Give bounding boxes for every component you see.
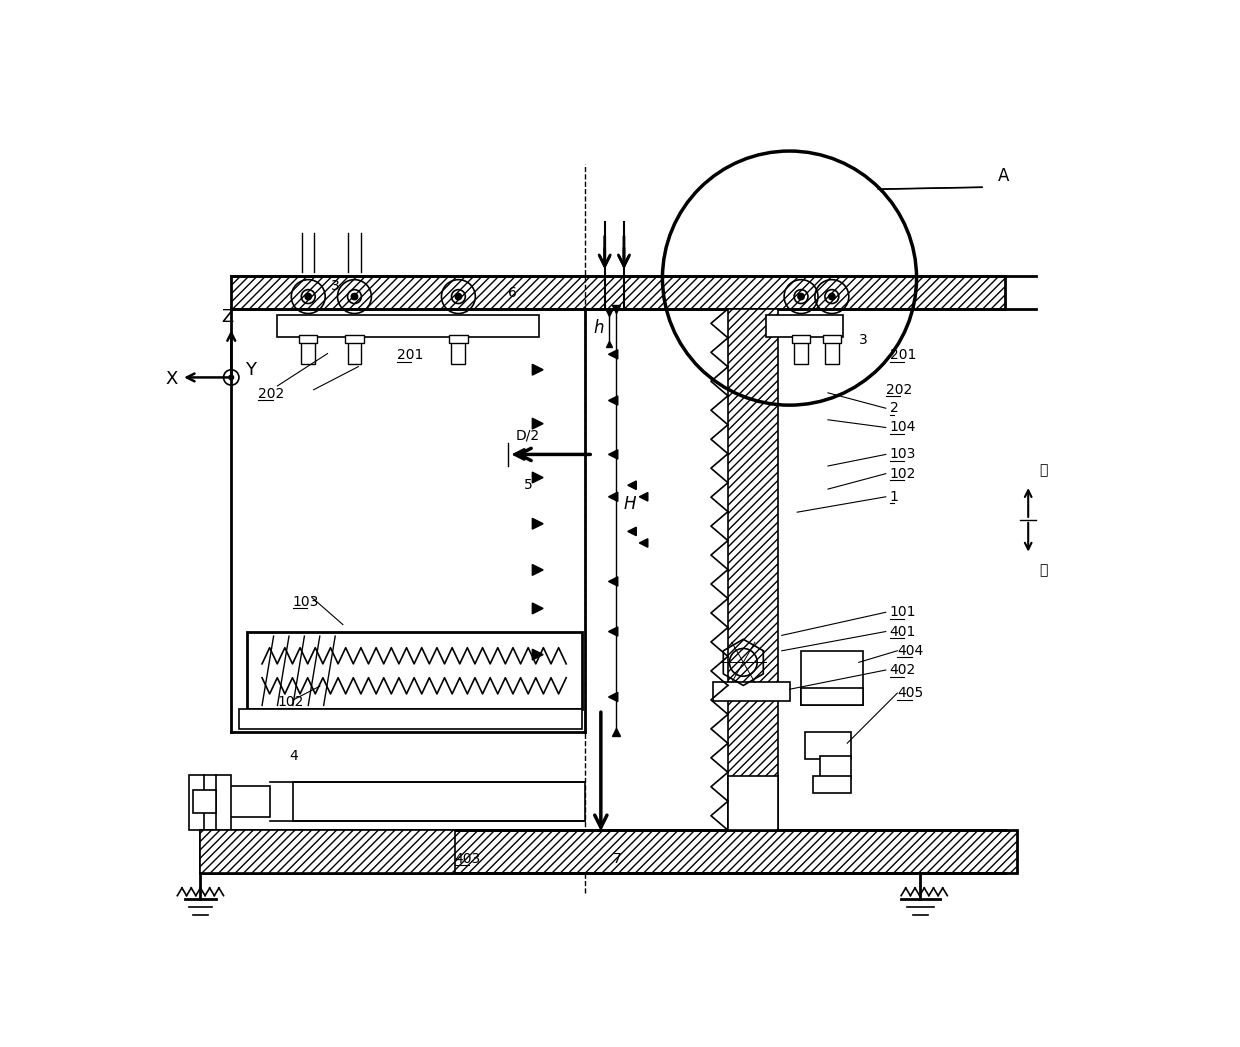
Bar bbox=[301, 337, 315, 363]
Bar bbox=[293, 782, 585, 821]
Text: 104: 104 bbox=[889, 421, 916, 435]
Bar bbox=[801, 688, 863, 705]
Bar bbox=[812, 776, 851, 794]
Polygon shape bbox=[640, 492, 647, 502]
Text: Z: Z bbox=[221, 309, 233, 327]
Polygon shape bbox=[532, 364, 543, 375]
Polygon shape bbox=[532, 603, 543, 614]
Polygon shape bbox=[532, 649, 543, 660]
Bar bbox=[766, 315, 843, 337]
Polygon shape bbox=[532, 472, 543, 483]
Bar bbox=[794, 337, 808, 363]
Bar bbox=[825, 337, 838, 363]
Bar bbox=[347, 337, 361, 363]
Text: 1: 1 bbox=[889, 490, 899, 504]
Text: 5: 5 bbox=[523, 478, 533, 492]
Polygon shape bbox=[609, 350, 618, 359]
Circle shape bbox=[351, 293, 357, 299]
Bar bbox=[201, 830, 455, 872]
Polygon shape bbox=[627, 481, 636, 489]
Text: D/2: D/2 bbox=[516, 429, 539, 443]
Bar bbox=[451, 337, 465, 363]
Text: 402: 402 bbox=[889, 663, 916, 677]
Bar bbox=[247, 632, 582, 709]
Bar bbox=[792, 335, 810, 342]
Circle shape bbox=[305, 293, 311, 299]
Text: 103: 103 bbox=[889, 447, 916, 462]
Text: 201: 201 bbox=[397, 348, 423, 362]
Text: 405: 405 bbox=[898, 686, 924, 700]
Bar bbox=[208, 786, 270, 817]
Bar bbox=[278, 315, 539, 337]
Polygon shape bbox=[627, 528, 636, 536]
Text: 401: 401 bbox=[889, 624, 916, 639]
Bar bbox=[728, 309, 777, 830]
Bar bbox=[821, 756, 851, 778]
Text: 6: 6 bbox=[508, 286, 517, 299]
Bar bbox=[801, 651, 863, 705]
Polygon shape bbox=[532, 564, 543, 575]
Text: A: A bbox=[997, 166, 1009, 184]
Text: 404: 404 bbox=[898, 644, 924, 658]
Text: 102: 102 bbox=[278, 694, 304, 709]
Text: 202: 202 bbox=[258, 386, 284, 401]
Bar bbox=[805, 732, 851, 759]
Bar bbox=[192, 790, 216, 814]
Text: 下: 下 bbox=[1040, 563, 1048, 577]
Bar bbox=[299, 335, 317, 342]
Bar bbox=[449, 335, 467, 342]
Polygon shape bbox=[609, 396, 618, 405]
Text: 3: 3 bbox=[331, 279, 340, 293]
Polygon shape bbox=[640, 539, 647, 548]
Text: Y: Y bbox=[246, 361, 257, 379]
Polygon shape bbox=[609, 692, 618, 701]
Polygon shape bbox=[532, 418, 543, 429]
Circle shape bbox=[799, 293, 804, 299]
Text: 202: 202 bbox=[885, 383, 911, 397]
Bar bbox=[822, 335, 841, 342]
Text: 上: 上 bbox=[1040, 463, 1048, 476]
Polygon shape bbox=[609, 627, 618, 637]
Text: 201: 201 bbox=[889, 348, 916, 362]
Bar bbox=[728, 776, 777, 830]
Polygon shape bbox=[609, 577, 618, 586]
Text: 103: 103 bbox=[293, 595, 319, 608]
Text: 3: 3 bbox=[859, 333, 868, 347]
Polygon shape bbox=[609, 492, 618, 502]
Circle shape bbox=[455, 293, 461, 299]
Circle shape bbox=[229, 375, 233, 380]
Text: 4: 4 bbox=[289, 749, 298, 762]
Text: H: H bbox=[624, 495, 636, 513]
Bar bbox=[239, 709, 582, 729]
Text: X: X bbox=[165, 370, 177, 388]
Text: 102: 102 bbox=[889, 467, 916, 481]
Text: h: h bbox=[593, 319, 604, 337]
Bar bbox=[713, 682, 790, 700]
Bar bbox=[201, 830, 1017, 872]
Text: 101: 101 bbox=[889, 605, 916, 619]
Text: 2: 2 bbox=[889, 401, 898, 416]
Text: 403: 403 bbox=[455, 851, 481, 866]
Bar bbox=[188, 775, 231, 830]
Text: 7: 7 bbox=[613, 851, 621, 866]
Polygon shape bbox=[532, 518, 543, 529]
Bar bbox=[345, 335, 363, 342]
Bar bbox=[231, 275, 1006, 309]
Polygon shape bbox=[609, 450, 618, 459]
Circle shape bbox=[828, 293, 835, 299]
